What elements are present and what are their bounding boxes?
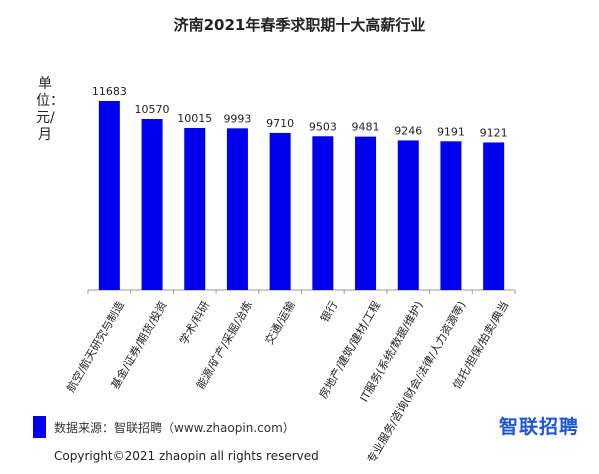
bar	[269, 132, 291, 290]
copyright-text: Copyright©2021 zhaopin all rights reserv…	[54, 449, 319, 463]
bar-value-label: 10570	[135, 103, 170, 116]
legend-swatch	[33, 416, 46, 438]
zhaopin-logo: 智联招聘	[498, 416, 579, 438]
category-label: 学术/科研	[176, 299, 212, 347]
bar	[355, 136, 377, 290]
bar	[184, 127, 206, 290]
bar-value-label: 9710	[266, 117, 294, 130]
bar	[312, 136, 334, 290]
category-label: 交通/运输	[262, 299, 298, 347]
bar	[98, 101, 120, 290]
bar	[226, 128, 248, 290]
bar	[141, 119, 163, 290]
bar-value-label: 11683	[92, 85, 127, 98]
bar-value-label: 9481	[352, 121, 380, 134]
bar-value-label: 9503	[309, 120, 337, 133]
bar-value-label: 9121	[480, 126, 508, 139]
bar	[483, 142, 505, 290]
bar-value-label: 9246	[394, 124, 422, 137]
legend: 数据来源：智联招聘（www.zhaopin.com）	[33, 416, 295, 438]
bar-value-label: 9993	[223, 112, 251, 125]
chart-title: 济南2021年春季求职期十大高薪行业	[173, 16, 426, 34]
bar-value-label: 10015	[177, 112, 212, 125]
data-source-text: 数据来源：智联招聘（www.zhaopin.com）	[54, 420, 295, 435]
category-label: 银行	[317, 299, 340, 325]
bar	[440, 141, 462, 290]
bar-value-label: 9191	[437, 125, 465, 138]
bar	[397, 140, 419, 290]
